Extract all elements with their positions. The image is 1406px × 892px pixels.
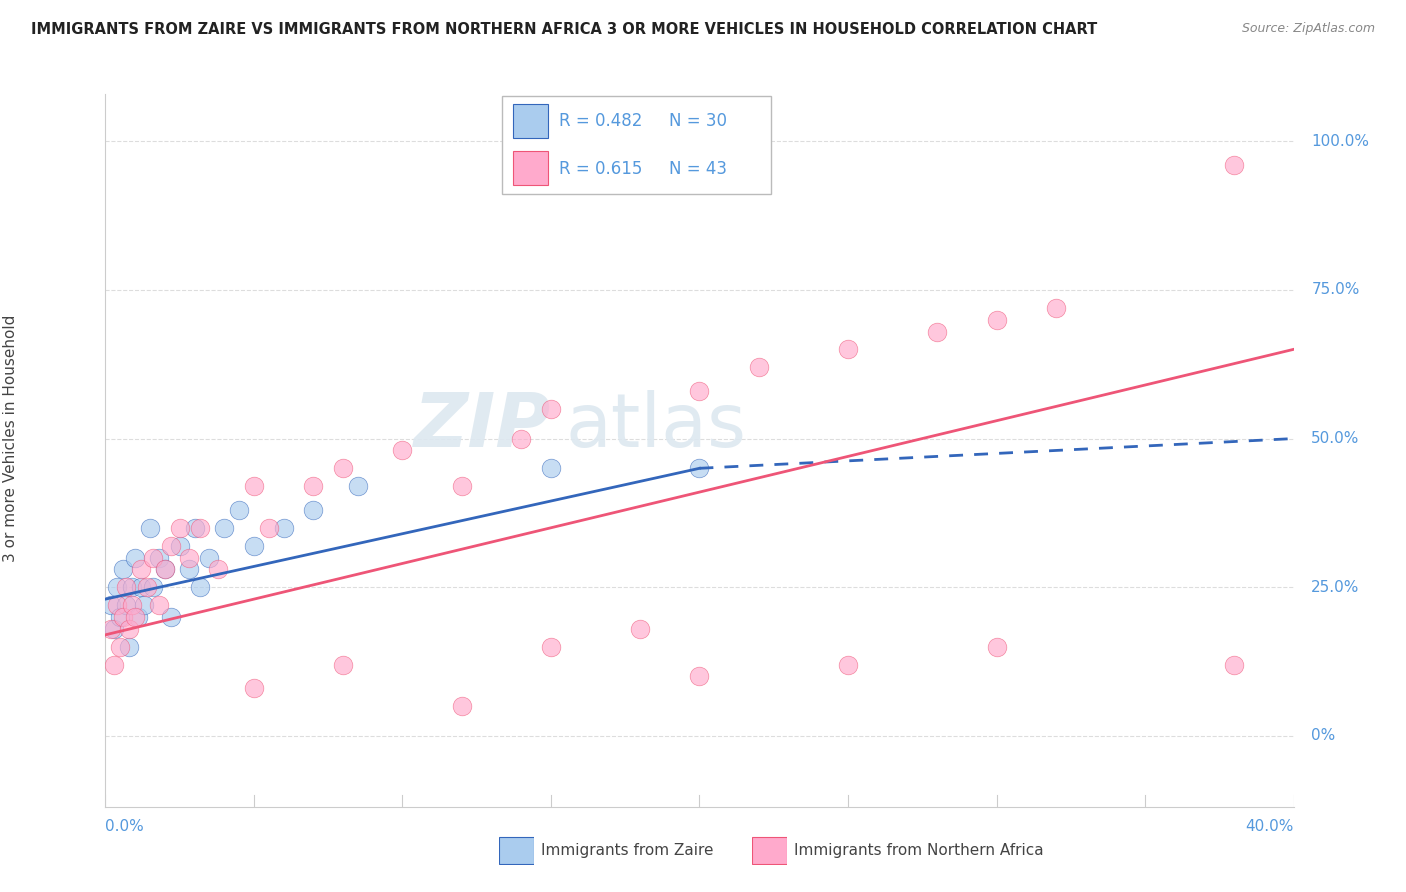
Point <box>115 598 138 612</box>
Point <box>391 443 413 458</box>
Point <box>159 610 181 624</box>
Point <box>124 550 146 565</box>
Point <box>142 550 165 565</box>
Point <box>118 640 141 654</box>
Bar <box>513 104 548 137</box>
Text: atlas: atlas <box>565 390 747 463</box>
Point <box>332 461 354 475</box>
Point <box>302 503 325 517</box>
Text: ZIP: ZIP <box>413 390 551 463</box>
Point <box>118 622 141 636</box>
Point <box>100 598 122 612</box>
Point <box>207 562 229 576</box>
Point <box>139 521 162 535</box>
Point <box>127 610 149 624</box>
Point <box>243 479 266 493</box>
Point <box>124 610 146 624</box>
Point <box>540 461 562 475</box>
Point <box>110 610 132 624</box>
Point <box>540 401 562 416</box>
Text: 40.0%: 40.0% <box>1246 819 1294 834</box>
Point <box>689 461 711 475</box>
Point <box>228 503 250 517</box>
Text: N = 43: N = 43 <box>669 160 727 178</box>
Point <box>105 598 128 612</box>
Text: 25.0%: 25.0% <box>1312 580 1360 595</box>
Point <box>142 580 165 594</box>
Text: R = 0.482: R = 0.482 <box>560 112 643 130</box>
Point <box>198 550 221 565</box>
Point <box>927 325 949 339</box>
Text: 3 or more Vehicles in Household: 3 or more Vehicles in Household <box>3 315 18 562</box>
Text: 0%: 0% <box>1312 729 1336 743</box>
Point <box>837 657 859 672</box>
Point <box>121 598 143 612</box>
Point <box>177 550 200 565</box>
Point <box>112 562 135 576</box>
Point <box>689 669 711 683</box>
Point <box>129 580 152 594</box>
Point <box>302 479 325 493</box>
Point <box>1223 158 1246 172</box>
Point <box>110 640 132 654</box>
Point <box>121 580 143 594</box>
Point <box>689 384 711 398</box>
Point <box>986 640 1008 654</box>
Text: IMMIGRANTS FROM ZAIRE VS IMMIGRANTS FROM NORTHERN AFRICA 3 OR MORE VEHICLES IN H: IMMIGRANTS FROM ZAIRE VS IMMIGRANTS FROM… <box>31 22 1097 37</box>
Text: 100.0%: 100.0% <box>1312 134 1369 149</box>
Point <box>169 521 191 535</box>
Point <box>183 521 205 535</box>
Text: 50.0%: 50.0% <box>1312 431 1360 446</box>
Point <box>169 539 191 553</box>
Point <box>450 479 472 493</box>
Point <box>243 681 266 696</box>
Text: 75.0%: 75.0% <box>1312 283 1360 297</box>
Point <box>1045 301 1067 315</box>
Text: N = 30: N = 30 <box>669 112 727 130</box>
Point <box>628 622 651 636</box>
Bar <box>513 151 548 185</box>
Point <box>837 343 859 357</box>
Point <box>540 640 562 654</box>
Point <box>136 580 159 594</box>
Text: Immigrants from Northern Africa: Immigrants from Northern Africa <box>794 844 1045 858</box>
Point <box>177 562 200 576</box>
Text: Source: ZipAtlas.com: Source: ZipAtlas.com <box>1241 22 1375 36</box>
Point <box>347 479 370 493</box>
Text: R = 0.615: R = 0.615 <box>560 160 643 178</box>
Point <box>153 562 176 576</box>
Text: Immigrants from Zaire: Immigrants from Zaire <box>541 844 714 858</box>
Point <box>105 580 128 594</box>
Point <box>1223 657 1246 672</box>
Point <box>132 598 155 612</box>
Point <box>986 312 1008 326</box>
Point <box>450 699 472 714</box>
Point <box>243 539 266 553</box>
Point <box>148 550 170 565</box>
Point <box>190 521 212 535</box>
Point <box>190 580 212 594</box>
Point <box>100 622 122 636</box>
Point <box>273 521 295 535</box>
Point <box>332 657 354 672</box>
Point <box>748 360 770 375</box>
Point <box>159 539 181 553</box>
Point <box>103 657 125 672</box>
FancyBboxPatch shape <box>502 95 770 194</box>
Point <box>510 432 533 446</box>
Point <box>115 580 138 594</box>
Point <box>214 521 236 535</box>
Point <box>103 622 125 636</box>
Point <box>129 562 152 576</box>
Point <box>112 610 135 624</box>
Point <box>153 562 176 576</box>
Point <box>257 521 280 535</box>
Text: 0.0%: 0.0% <box>105 819 145 834</box>
Point <box>148 598 170 612</box>
